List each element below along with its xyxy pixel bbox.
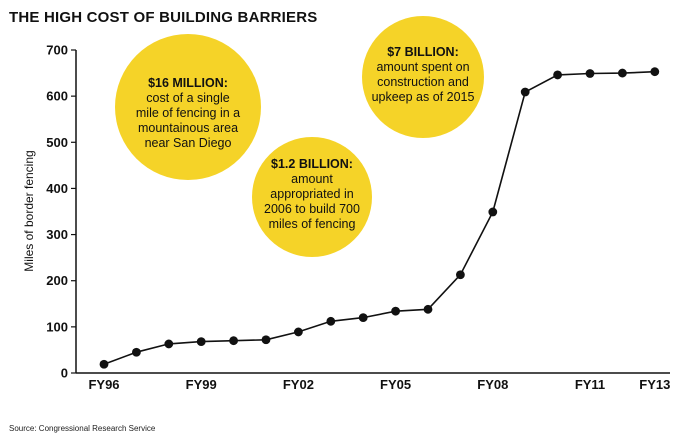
data-point-fy98	[164, 339, 174, 349]
annotation-16-million: $16 MILLION: cost of a single mile of fe…	[115, 34, 261, 180]
series-line	[103, 70, 655, 365]
x-tick-label: FY02	[283, 377, 314, 392]
y-axis-title: Miles of border fencing	[22, 150, 36, 271]
data-point-fy99	[196, 337, 206, 347]
data-point-fy10	[553, 70, 562, 80]
data-point-fy96	[99, 359, 109, 369]
x-tick-label: FY05	[380, 377, 411, 392]
y-tick-label: 300	[46, 227, 68, 242]
annotation-line: amount	[291, 172, 333, 186]
y-tick-label: 700	[46, 43, 68, 58]
annotation-line: cost of a single	[146, 91, 229, 105]
y-axis-ticks: 0 100 200 300 400 500 600 700	[46, 43, 76, 381]
data-point-fy02	[294, 327, 303, 337]
y-tick-label: 400	[46, 181, 68, 196]
annotation-7-billion: $7 BILLION: amount spent on construction…	[362, 16, 484, 138]
annotation-line: construction and	[377, 75, 469, 89]
annotation-headline: $1.2 BILLION:	[271, 157, 353, 171]
data-point-fy11	[585, 69, 595, 78]
annotation-headline: $7 BILLION:	[387, 45, 459, 59]
annotation-line: 2006 to build 700	[264, 202, 360, 216]
annotation-line: amount spent on	[376, 60, 469, 74]
data-point-fy13	[650, 67, 660, 77]
data-point-fy04	[358, 313, 368, 323]
annotation-line: near San Diego	[145, 136, 232, 150]
annotation-line: miles of fencing	[269, 217, 356, 231]
data-point-fy09	[520, 87, 530, 97]
data-point-fy07	[456, 270, 465, 280]
data-point-fy05	[391, 306, 400, 316]
annotation-line: appropriated in	[270, 187, 353, 201]
annotation-line: mile of fencing in a	[136, 106, 240, 120]
x-tick-label: FY13	[639, 377, 670, 392]
data-point-fy08	[488, 207, 498, 217]
data-point-fy12	[618, 68, 627, 78]
x-tick-label: FY11	[575, 377, 605, 392]
y-tick-label: 100	[46, 319, 68, 334]
data-point-fy97	[132, 347, 141, 357]
annotation-line: upkeep as of 2015	[372, 90, 475, 104]
annotation-headline: $16 MILLION:	[148, 76, 228, 90]
x-tick-label: FY08	[477, 377, 508, 392]
x-tick-label: FY96	[88, 377, 119, 392]
x-axis-ticks: FY96 FY99 FY02 FY05 FY08 FY11 FY13	[88, 377, 670, 392]
data-point-fy03	[326, 316, 336, 326]
y-tick-label: 600	[46, 89, 68, 104]
series-miles-of-fencing	[99, 67, 660, 369]
data-point-fy06	[423, 304, 433, 314]
y-tick-label: 500	[46, 135, 68, 150]
annotation-bubble	[115, 34, 261, 180]
annotation-bubble	[252, 137, 372, 257]
chart-title: THE HIGH COST OF BUILDING BARRIERS	[9, 9, 318, 26]
data-point-fy00	[229, 336, 239, 346]
x-tick-label: FY99	[186, 377, 217, 392]
source-note: Source: Congressional Research Service	[9, 424, 156, 433]
annotation-1-2-billion: $1.2 BILLION: amount appropriated in 200…	[252, 137, 372, 257]
annotation-bubble	[362, 16, 484, 138]
y-tick-label: 200	[46, 273, 68, 288]
data-point-fy01	[261, 335, 271, 345]
y-tick-label: 0	[61, 366, 68, 381]
annotation-line: mountainous area	[138, 121, 238, 135]
